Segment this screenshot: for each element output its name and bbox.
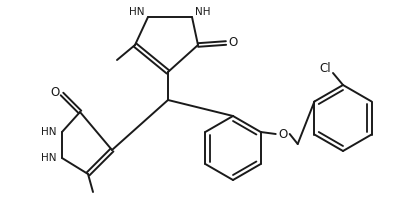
Text: O: O xyxy=(278,127,287,141)
Text: O: O xyxy=(228,37,237,49)
Text: HN: HN xyxy=(42,153,57,163)
Text: Cl: Cl xyxy=(319,62,331,74)
Text: HN: HN xyxy=(42,127,57,137)
Text: HN: HN xyxy=(129,7,145,17)
Text: NH: NH xyxy=(195,7,211,17)
Text: O: O xyxy=(50,85,60,99)
